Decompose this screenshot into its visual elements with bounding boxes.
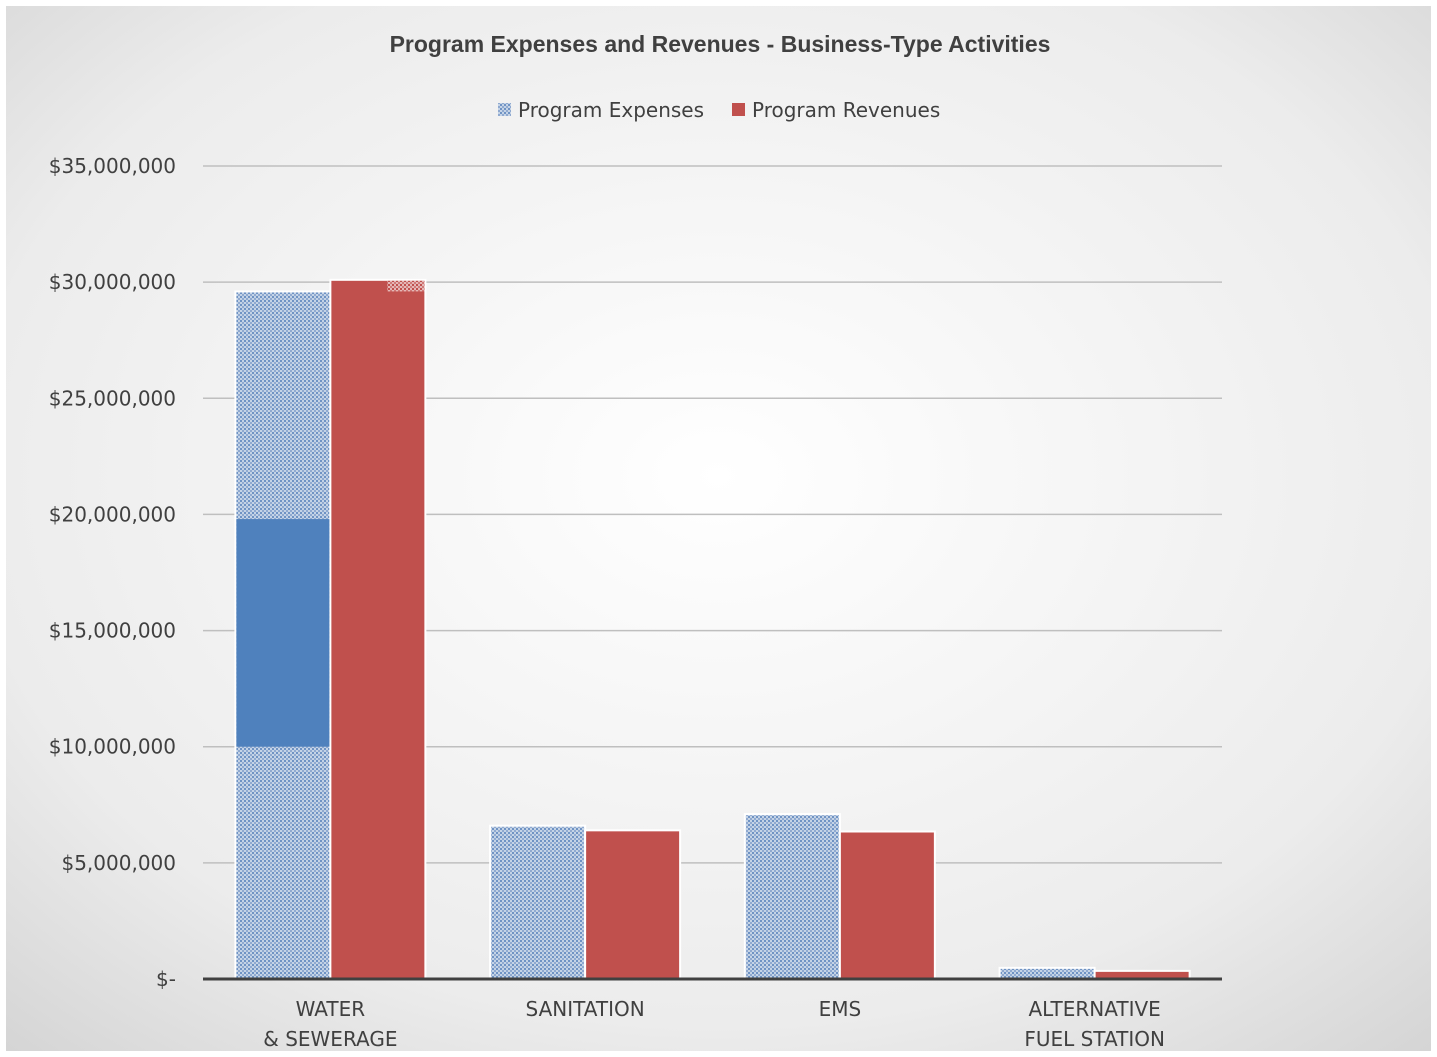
bar-expenses: [489, 824, 587, 980]
x-category-label: FUEL STATION: [1024, 1027, 1165, 1051]
bar-revenues: [838, 830, 936, 981]
legend-label: Program Expenses: [518, 98, 704, 122]
y-tick-label: $5,000,000: [61, 851, 176, 875]
x-category-label: EMS: [819, 997, 862, 1021]
x-category-label: SANITATION: [526, 997, 645, 1021]
y-tick-label: $20,000,000: [49, 502, 176, 526]
x-category-label: & SEWERAGE: [263, 1027, 397, 1051]
bar-revenues: [329, 278, 427, 980]
y-tick-label: $30,000,000: [49, 270, 176, 294]
bar-expenses: [998, 966, 1096, 980]
bar-revenues-overlap: [387, 280, 425, 292]
y-tick-label: $-: [156, 967, 176, 991]
y-tick-label: $10,000,000: [49, 735, 176, 759]
y-tick-label: $35,000,000: [49, 154, 176, 178]
y-tick-label: $15,000,000: [49, 619, 176, 643]
bars: [234, 278, 1191, 981]
x-category-label: ALTERNATIVE: [1028, 997, 1160, 1021]
bar-expenses: [743, 813, 841, 980]
legend-swatch: [498, 103, 511, 116]
bar-expenses-highlight: [236, 519, 330, 747]
legend: Program Expenses Program Revenues: [498, 98, 940, 122]
y-tick-label: $25,000,000: [49, 386, 176, 410]
x-axis-categories: WATER & SEWERAGE SANITATION EMS ALTERNATIVE F…: [263, 997, 1165, 1051]
legend-swatch: [732, 103, 745, 116]
chart-background: [6, 6, 1431, 1051]
x-category-label: WATER: [296, 997, 366, 1021]
legend-label: Program Revenues: [752, 98, 940, 122]
bar-revenues: [584, 829, 682, 981]
y-axis-ticks: $- $5,000,000 $10,000,000 $15,000,000 $20,00…: [49, 154, 176, 991]
chart-title: Program Expenses and Revenues - Business…: [390, 31, 1051, 57]
